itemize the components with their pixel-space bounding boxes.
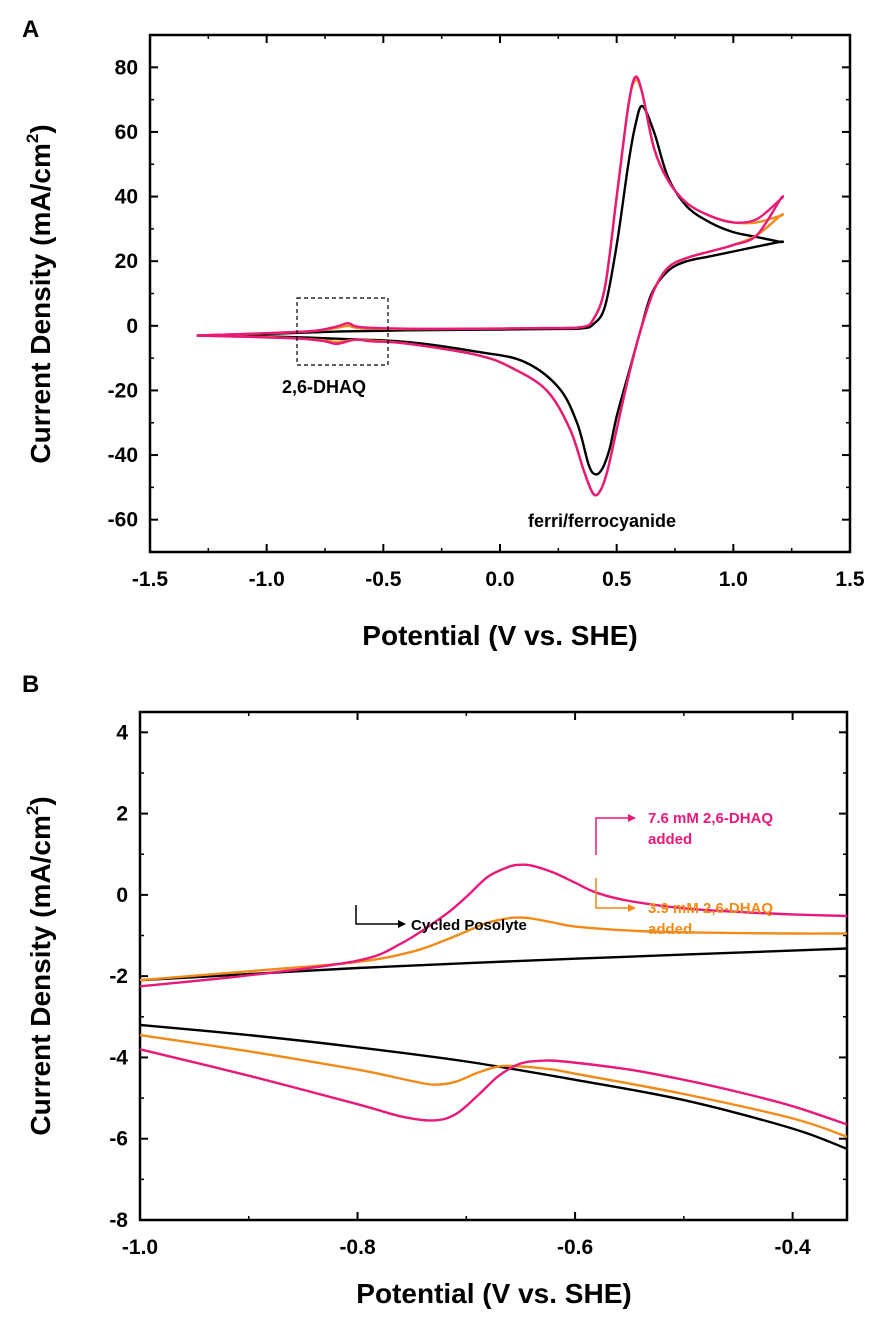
cv-curve-3 bbox=[139, 1033, 848, 1138]
x-tick-label: -1.5 bbox=[132, 568, 169, 591]
cv-curve-0 bbox=[196, 104, 785, 476]
panel-a-frame bbox=[148, 33, 852, 554]
dhaq-region-box bbox=[296, 297, 389, 366]
panel-label-b: B bbox=[22, 671, 39, 698]
y-tick-label: -60 bbox=[108, 509, 138, 532]
x-tick-label: 1.0 bbox=[719, 568, 748, 591]
arrow-7p6mm bbox=[595, 817, 628, 855]
annotation-3p9mm: 3.9 mM 2,6-DHAQ bbox=[648, 900, 773, 917]
y-tick-label: -20 bbox=[108, 379, 138, 402]
panel-a-xlabel: Potential (V vs. SHE) bbox=[362, 620, 637, 651]
arrowhead-cycled-posolyte bbox=[398, 920, 406, 928]
panel-b-xlabel: Potential (V vs. SHE) bbox=[356, 1278, 631, 1309]
annotation-7p6mm: 7.6 mM 2,6-DHAQ bbox=[648, 810, 773, 827]
cv-curve-2 bbox=[196, 75, 785, 497]
y-tick-label: 2 bbox=[116, 803, 128, 826]
annotation-cycled-posolyte: Cycled Posolyte bbox=[411, 917, 527, 934]
cv-curve-4 bbox=[139, 863, 848, 988]
x-tick-label: -0.8 bbox=[339, 1236, 376, 1259]
panel-label-a: A bbox=[22, 16, 39, 43]
x-tick-label: 1.5 bbox=[835, 568, 865, 591]
x-tick-label: -0.4 bbox=[775, 1236, 812, 1259]
arrow-cycled-posolyte bbox=[355, 905, 398, 925]
y-tick-label: 60 bbox=[115, 121, 138, 144]
x-tick-label: -0.5 bbox=[365, 568, 402, 591]
y-tick-label: 0 bbox=[126, 315, 138, 338]
cv-curve-2 bbox=[139, 916, 848, 982]
y-tick-label: -8 bbox=[109, 1209, 128, 1232]
arrow-3p9mm bbox=[595, 878, 628, 909]
y-tick-label: -4 bbox=[109, 1046, 128, 1069]
y-tick-label: 0 bbox=[116, 884, 128, 907]
x-tick-label: -1.0 bbox=[249, 568, 285, 591]
y-tick-label: 80 bbox=[115, 56, 138, 79]
panel-b-plot: -1.0 -0.8 -0.6 -0.4 -8 -6 -4 -2 0 2 4 Cycled Posol… bbox=[23, 710, 849, 1309]
x-tick-label: 0.5 bbox=[602, 568, 632, 591]
y-tick-label: -2 bbox=[109, 965, 128, 988]
annotation-dhaq: 2,6-DHAQ bbox=[282, 377, 366, 397]
panel-b-frame bbox=[138, 710, 849, 1222]
annotation-3p9mm-added: added bbox=[648, 921, 692, 938]
panel-a-plot: -1.5 -1.0 -0.5 0.0 0.5 1.0 1.5 -60 -40 -20 0 20 40 60… bbox=[23, 33, 865, 651]
arrowhead-3p9mm bbox=[628, 904, 636, 912]
annotation-ferri: ferri/ferrocyanide bbox=[528, 511, 676, 531]
y-tick-label: 20 bbox=[115, 250, 138, 273]
panel-b-ylabel: Current Density (mA/cm2) bbox=[23, 796, 56, 1135]
y-tick-label: -40 bbox=[108, 444, 138, 467]
y-tick-label: -6 bbox=[109, 1128, 128, 1151]
cv-curve-1 bbox=[196, 78, 785, 497]
y-tick-label: 40 bbox=[115, 186, 138, 209]
cv-curve-1 bbox=[139, 1023, 848, 1151]
arrowhead-7p6mm bbox=[628, 814, 636, 822]
x-tick-label: -0.6 bbox=[557, 1236, 593, 1259]
panel-a-ylabel: Current Density (mA/cm2) bbox=[23, 124, 56, 463]
x-tick-label: 0.0 bbox=[485, 568, 514, 591]
cv-curve-5 bbox=[139, 1048, 848, 1126]
y-tick-label: 4 bbox=[116, 721, 128, 744]
annotation-7p6mm-added: added bbox=[648, 831, 692, 848]
x-tick-label: -1.0 bbox=[122, 1236, 158, 1259]
